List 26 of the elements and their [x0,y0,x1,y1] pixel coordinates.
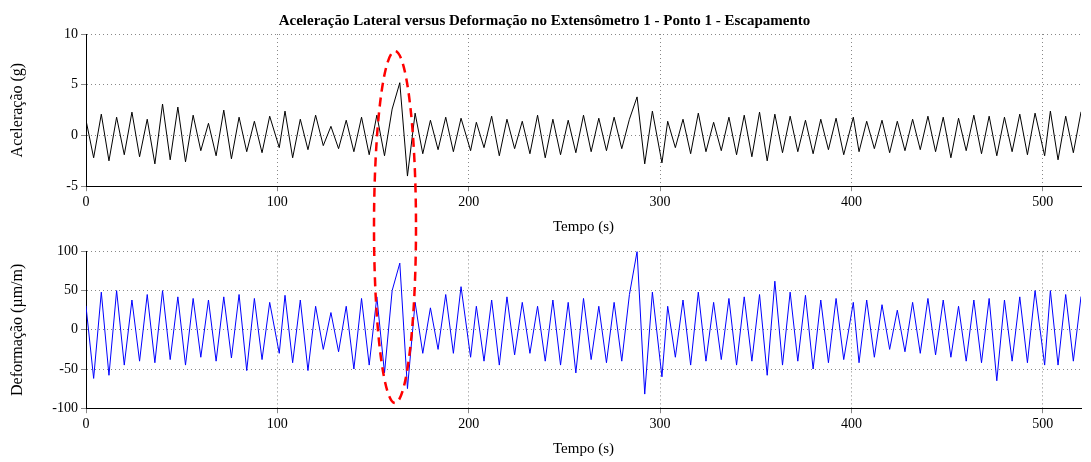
x-tick-label: 200 [458,416,480,432]
x-tick-label: 0 [82,416,90,432]
x-tick-label: 300 [649,194,671,210]
y-tick-label: 100 [57,243,78,259]
y-tick-label: 10 [64,25,78,41]
chart-title: Aceleração Lateral versus Deformação no Extensômetro 1 - Ponto 1 - Escapamento [278,11,811,28]
x-tick-label: 500 [1032,416,1054,432]
x-tick-label: 300 [649,416,671,432]
y-tick-label: -100 [52,399,78,415]
x-tick-label: 400 [840,416,862,432]
x-tick-label: 0 [82,194,90,210]
y-tick-label: -50 [59,360,78,376]
x-tick-label: 500 [1032,194,1054,210]
y-axis-title: Aceleração (g) [7,62,26,158]
y-tick-label: 0 [71,127,78,143]
x-axis-title: Tempo (s) [552,217,615,235]
y-axis-title: Deformação (µm/m) [7,263,26,396]
y-tick-label: 0 [71,321,78,337]
y-tick-label: 50 [64,282,78,298]
x-axis-title: Tempo (s) [552,439,615,457]
x-tick-label: 200 [458,194,480,210]
y-tick-label: -5 [66,177,78,193]
x-tick-label: 100 [266,194,288,210]
x-tick-label: 400 [840,194,862,210]
y-tick-label: 5 [71,76,78,92]
x-tick-label: 100 [266,416,288,432]
